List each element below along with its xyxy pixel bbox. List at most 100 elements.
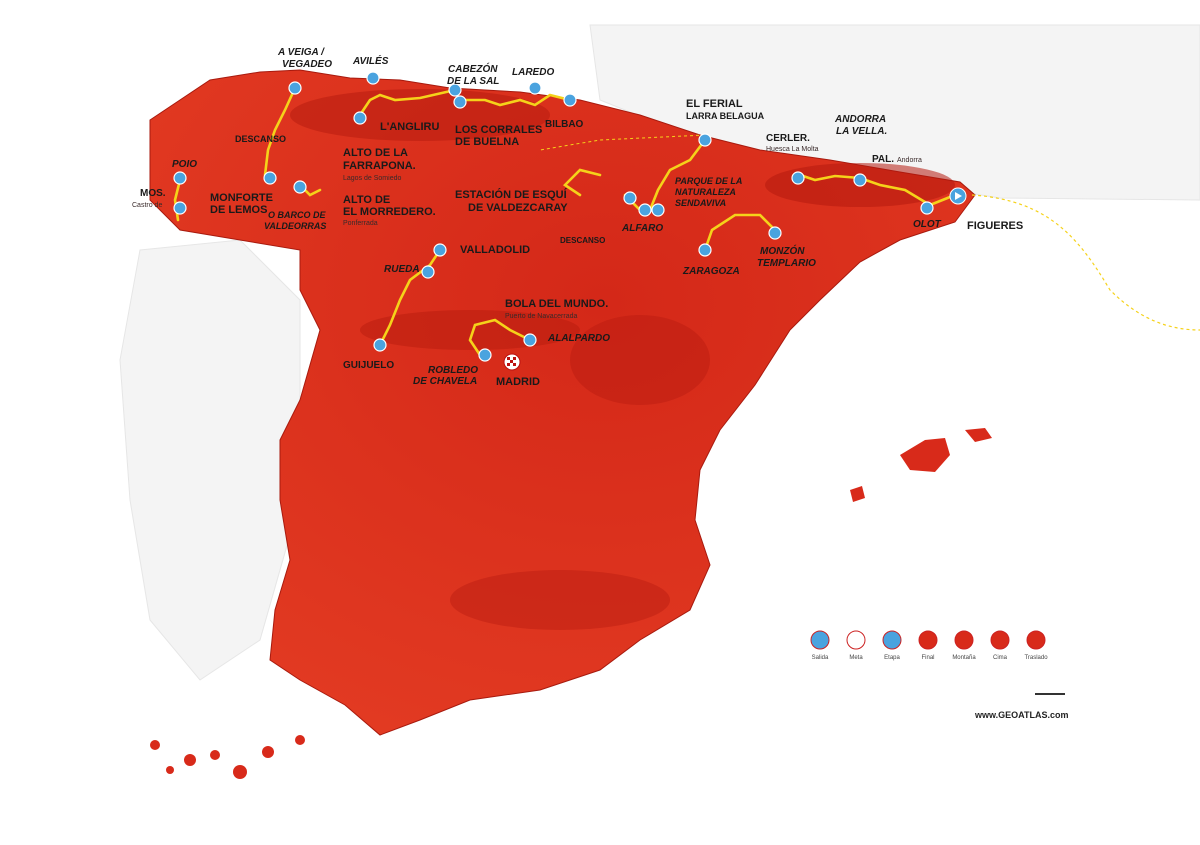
label-barco2: VALDEORRAS <box>264 221 326 231</box>
stage-marker <box>791 171 805 185</box>
label-zaragoza: ZARAGOZA <box>682 266 740 277</box>
label-vegadeo: VEGADEO <box>282 59 332 70</box>
label-rueda: RUEDA <box>384 264 420 275</box>
transfer-line-north <box>539 134 706 151</box>
summit-icon <box>990 630 1010 650</box>
label-barco1: O BARCO DE <box>268 210 326 220</box>
label-robledo2: DE CHAVELA <box>413 376 477 387</box>
label-monzon1: MONZÓN <box>760 244 805 257</box>
ibiza <box>850 486 865 502</box>
iberian-relief <box>570 315 710 405</box>
legend-label: Meta <box>849 655 863 661</box>
label-mos-sub: Castro de <box>132 202 162 209</box>
label-cabezon2: DE LA SAL <box>447 76 499 87</box>
finish-icon <box>846 630 866 650</box>
scale-bar <box>1035 693 1065 695</box>
stage-marker <box>523 333 537 347</box>
legend-label: Montaña <box>952 655 976 661</box>
label-bilbao: BILBAO <box>545 119 584 130</box>
stage-marker <box>263 171 277 185</box>
stage-marker <box>638 203 652 217</box>
label-madrid: MADRID <box>496 376 540 388</box>
start-icon <box>949 187 967 205</box>
label-farrapona2: FARRAPONA. <box>343 160 416 172</box>
map-legend: Salida Meta Etapa Final Montaña Cima Traslado <box>810 630 1048 661</box>
label-corrales2: DE BUELNA <box>455 136 519 148</box>
label-monforte1: MONFORTE <box>210 192 273 204</box>
label-pal-sub: Andorra <box>897 157 922 164</box>
stage-marker <box>528 81 542 95</box>
legend-label: Cima <box>993 655 1008 661</box>
stage-marker <box>421 265 435 279</box>
label-guijuelo: GUIJUELO <box>343 360 394 371</box>
label-el-ferial1: EL FERIAL <box>686 98 743 110</box>
stage-icon <box>882 630 902 650</box>
stage-marker <box>433 243 447 257</box>
canary-islands <box>150 735 305 779</box>
credit-text: www.GEOATLAS.com <box>974 710 1069 720</box>
cantabrian-relief <box>290 89 550 141</box>
stage-marker <box>288 81 302 95</box>
stage-marker <box>293 180 307 194</box>
legend-label: Etapa <box>884 655 900 661</box>
stage-marker <box>563 93 577 107</box>
portugal-outline <box>119 239 301 681</box>
label-descanso-n: DESCANSO <box>235 134 286 144</box>
label-valladolid: VALLADOLID <box>460 244 530 256</box>
label-cabezon1: CABEZÓN <box>448 62 498 75</box>
label-pal: PAL. <box>872 154 894 165</box>
label-cerler-sub: Huesca La Molta <box>766 146 819 153</box>
label-mos: MOS. <box>140 188 166 199</box>
stage-marker <box>448 83 462 97</box>
menorca <box>965 428 992 442</box>
stage-marker <box>373 338 387 352</box>
stage-marker <box>768 226 782 240</box>
label-estacion2: DE VALDEZCARAY <box>468 202 568 214</box>
stage-marker <box>698 133 712 147</box>
label-poio: POIO <box>172 159 197 170</box>
label-figueres: FIGUERES <box>967 220 1023 232</box>
stage-marker <box>478 348 492 362</box>
label-bola2: Puerto de Navacerrada <box>505 313 577 320</box>
label-descanso-c: DESCANSO <box>560 236 605 245</box>
label-aviles: AVILÉS <box>352 54 389 67</box>
label-angliru: L'ANGLIRU <box>380 121 439 133</box>
label-alfaro: ALFARO <box>621 223 663 234</box>
stage-marker <box>623 191 637 205</box>
label-andorra2: LA VELLA. <box>836 126 887 137</box>
stage-marker <box>651 203 665 217</box>
stage-marker <box>173 201 187 215</box>
legend-label: Traslado <box>1024 655 1048 661</box>
label-laredo: LAREDO <box>512 67 554 78</box>
betic-relief <box>450 570 670 630</box>
stage-marker <box>366 71 380 85</box>
stage-marker <box>353 111 367 125</box>
dot-icon <box>918 630 938 650</box>
mountain-icon <box>954 630 974 650</box>
mallorca <box>900 438 950 472</box>
start-icon <box>810 630 830 650</box>
label-parque3: SENDAVIVA <box>675 198 726 208</box>
label-alalpardo: ALALPARDO <box>547 333 610 344</box>
label-monforte2: DE LEMOS <box>210 204 267 216</box>
label-morredero2: EL MORREDERO. <box>343 206 436 218</box>
label-parque2: NATURALEZA <box>675 187 736 197</box>
label-corrales1: LOS CORRALES <box>455 124 542 136</box>
label-farrapona-sub: Lagos de Somiedo <box>343 175 401 182</box>
label-farrapona1: ALTO DE LA <box>343 147 408 159</box>
transfer-line <box>971 194 1200 331</box>
finish-icon <box>503 353 521 371</box>
transfer-icon <box>1026 630 1046 650</box>
stage-marker <box>920 201 934 215</box>
label-morredero-sub: Ponferrada <box>343 220 378 227</box>
legend-label: Salida <box>812 655 829 661</box>
label-robledo1: ROBLEDO <box>428 365 478 376</box>
label-andorra1: ANDORRA <box>834 114 886 125</box>
legend-label: Final <box>921 655 934 661</box>
label-a-veiga: A VEIGA / <box>277 47 325 58</box>
label-estacion1: ESTACIÓN DE ESQUÍ <box>455 188 568 201</box>
stage-marker <box>173 171 187 185</box>
label-el-ferial2: LARRA BELAGUA <box>686 111 765 121</box>
